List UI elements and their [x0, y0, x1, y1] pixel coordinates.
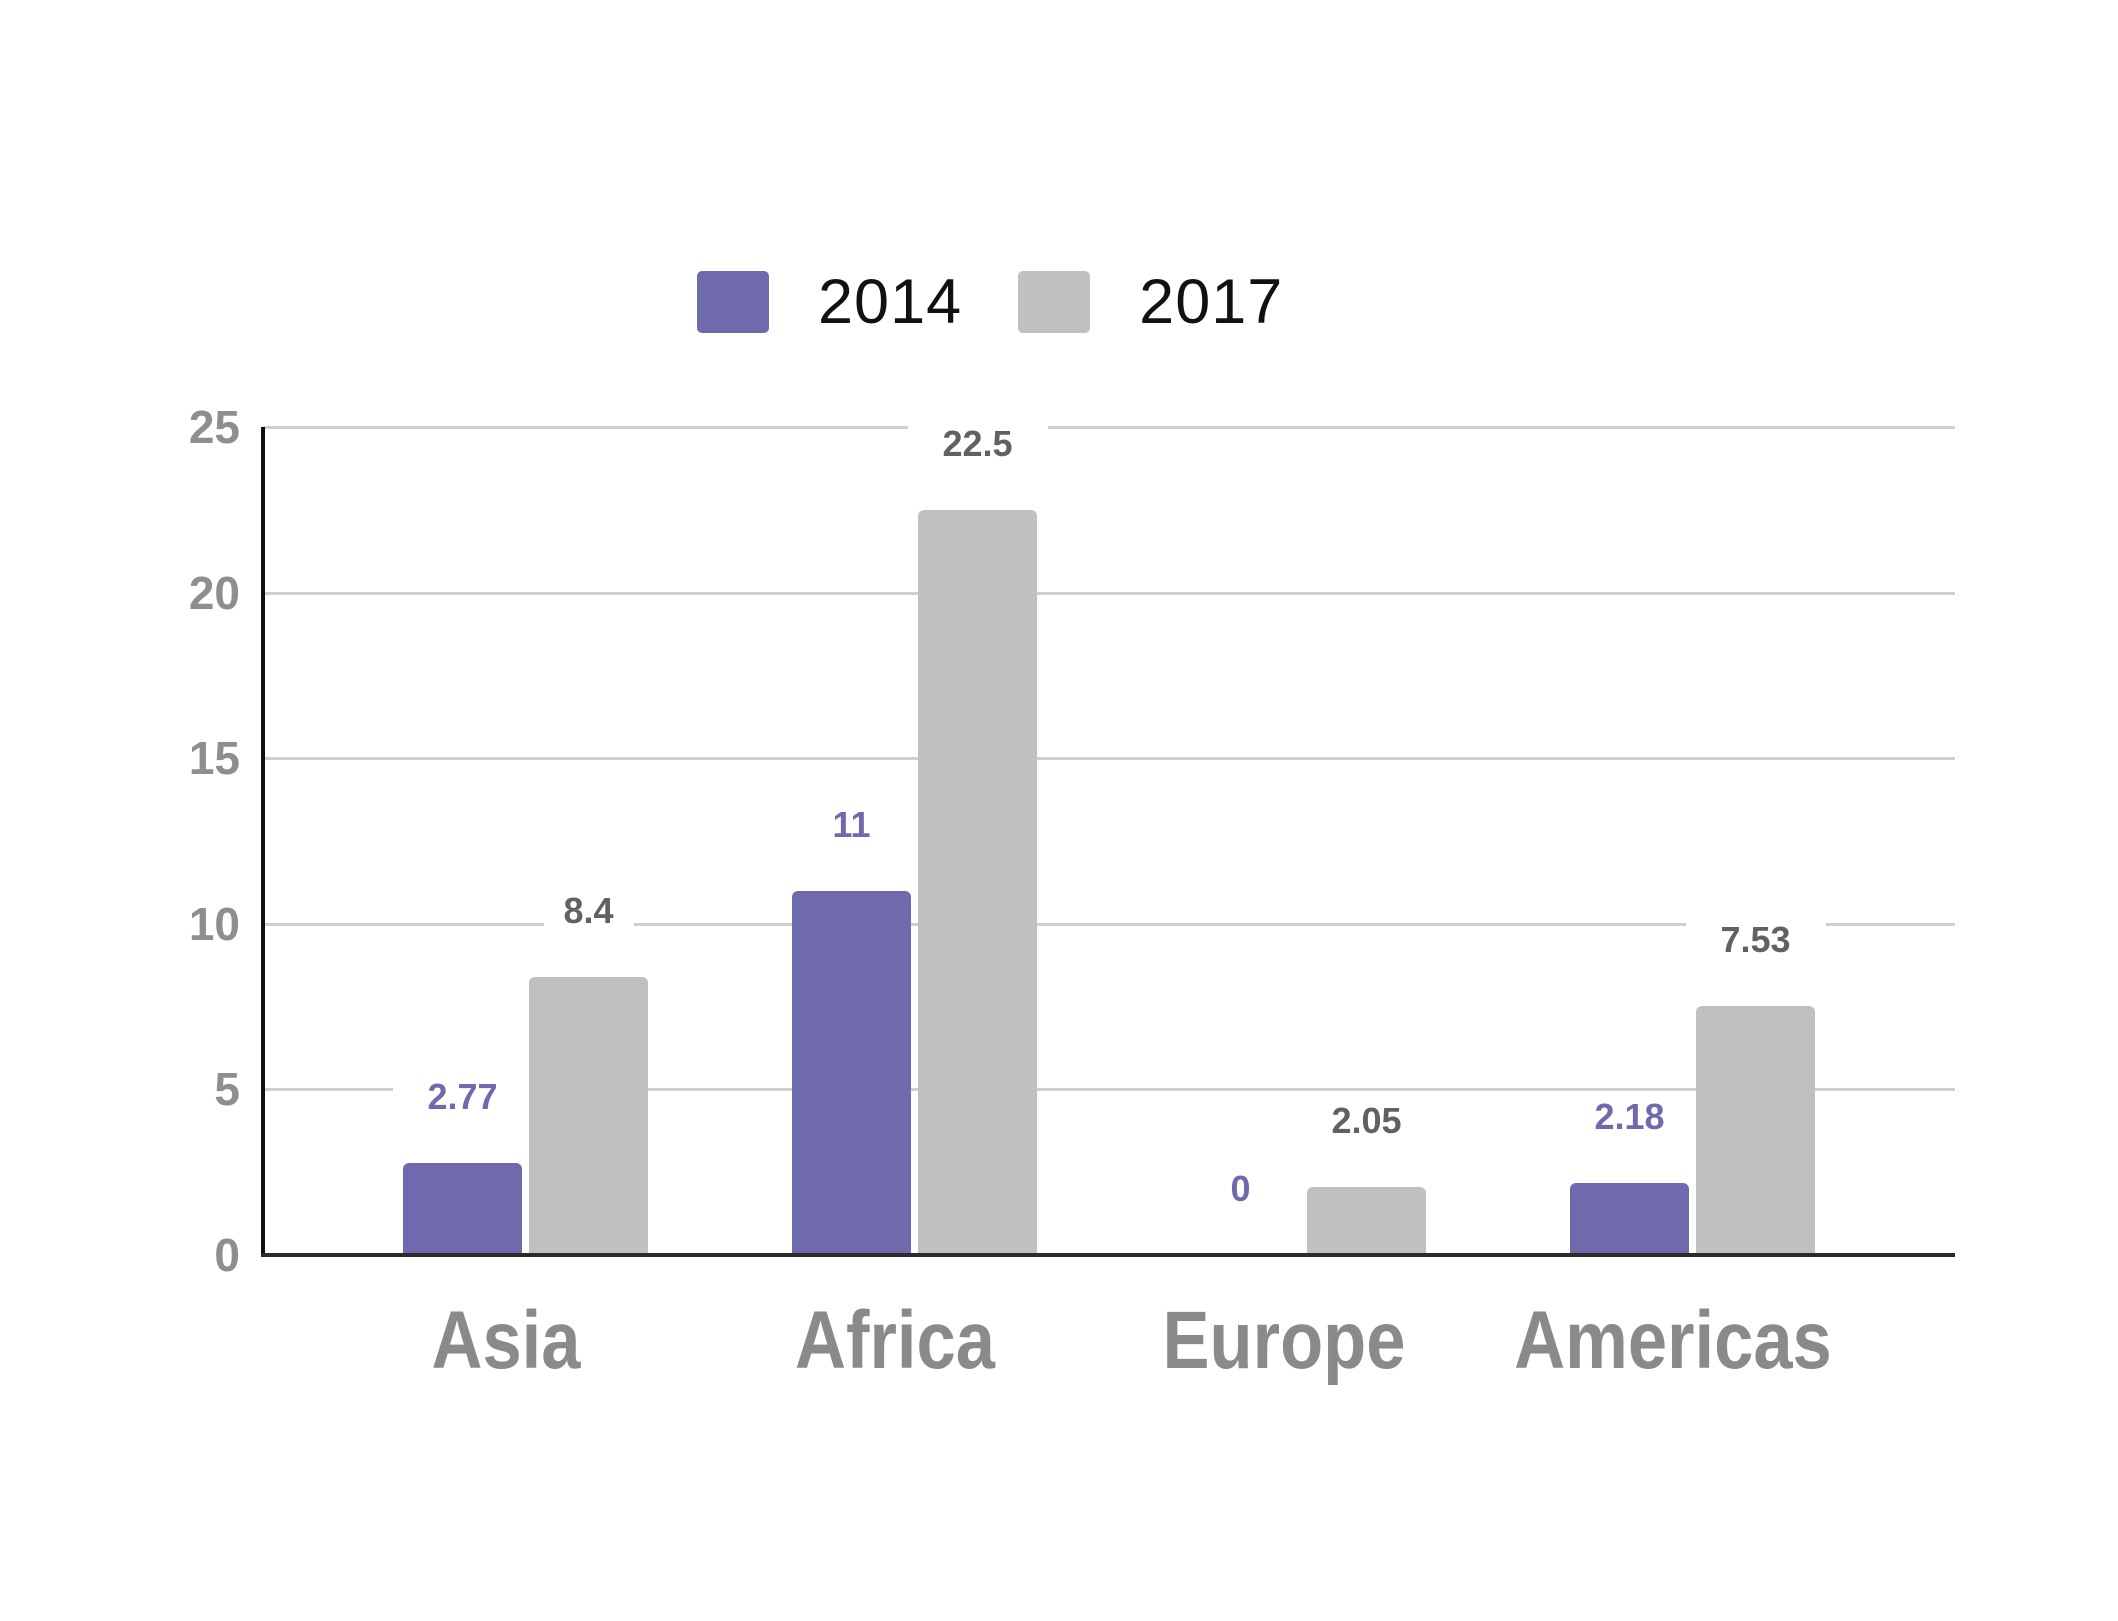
data-label-asia-2014: 2.77	[392, 1077, 533, 1118]
y-tick-label: 25	[188, 401, 240, 453]
bar-africa-2014[interactable]	[792, 890, 911, 1255]
y-tick-label: 20	[188, 566, 240, 619]
bar-africa-2017[interactable]	[918, 509, 1037, 1255]
bar-americas-2017[interactable]	[1696, 1005, 1815, 1255]
data-label-africa-2017: 22.5	[907, 423, 1048, 464]
legend-swatch-2017	[1018, 271, 1091, 333]
legend-label-2014: 2014	[818, 267, 963, 337]
legend-label-2017: 2017	[1139, 267, 1284, 337]
category-label-europe: Europe	[1162, 1295, 1405, 1386]
legend-item-2014[interactable]: 2014	[697, 267, 963, 337]
y-tick-label: 0	[214, 1229, 240, 1281]
bar-americas-2014[interactable]	[1570, 1182, 1689, 1255]
gridline	[263, 426, 1955, 429]
legend-item-2017[interactable]: 2017	[1018, 267, 1284, 337]
data-label-europe-2017: 2.05	[1296, 1101, 1437, 1142]
y-tick-label: 5	[214, 1063, 240, 1116]
gridline	[263, 922, 1955, 926]
y-tick-label: 15	[188, 732, 240, 785]
y-tick-label: 10	[188, 897, 240, 950]
bar-asia-2017[interactable]	[529, 976, 648, 1255]
bar-asia-2014[interactable]	[403, 1163, 522, 1255]
legend-swatch-2014	[697, 271, 769, 333]
gridline	[263, 1088, 1955, 1092]
category-label-africa: Africa	[794, 1295, 995, 1386]
category-label-americas: Americas	[1513, 1295, 1832, 1386]
data-label-asia-2017: 8.4	[543, 890, 634, 931]
y-axis-line	[261, 427, 265, 1257]
data-label-europe-2014: 0	[1195, 1169, 1286, 1209]
data-label-africa-2014: 11	[806, 804, 897, 845]
data-label-americas-2014: 2.18	[1559, 1096, 1700, 1137]
data-label-americas-2017: 7.53	[1685, 919, 1826, 960]
gridline	[263, 591, 1955, 595]
bar-europe-2017[interactable]	[1307, 1187, 1426, 1255]
x-axis-line	[261, 1253, 1955, 1257]
category-label-asia: Asia	[431, 1295, 580, 1386]
chart-legend: 2014 2017	[697, 267, 1339, 337]
gridline	[263, 757, 1955, 761]
